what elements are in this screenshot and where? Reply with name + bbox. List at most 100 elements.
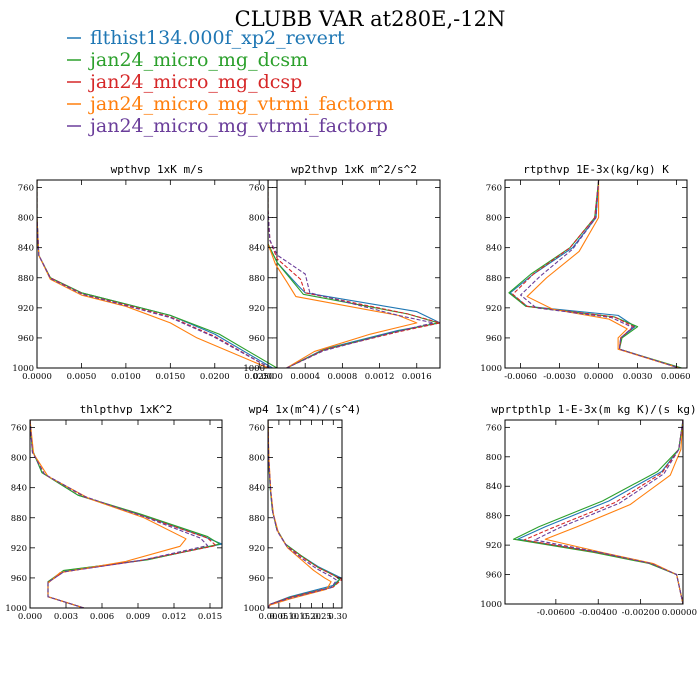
series-line (268, 420, 342, 608)
panel-6: wprtpthlp 1-E-3x(m kg K)/(s kg) 760 800 840… (480, 403, 697, 618)
legend-item: flthist134.000f_xp2_revert (67, 27, 345, 49)
x-tick-label: 0.0012 (365, 372, 395, 382)
series-group (37, 180, 277, 368)
y-tick-label: 960 (249, 334, 265, 344)
y-tick-label: 1000 (12, 364, 34, 374)
y-tick-label: 880 (486, 274, 502, 284)
panel-1: wpthvp 1xK m/s76080084088092096010000.00… (12, 163, 278, 382)
plot-frame (36, 179, 278, 369)
y-tick-label: 840 (249, 484, 265, 494)
y-tick-label: 1000 (480, 364, 502, 374)
legend-item: jan24_micro_mg_dcsm (67, 49, 308, 71)
y-tick-label: 840 (11, 484, 27, 494)
x-tick-label: 0.0000 (584, 372, 614, 382)
legend-label: flthist134.000f_xp2_revert (90, 27, 345, 49)
series-line (544, 420, 683, 604)
plot-frame (267, 179, 441, 369)
plot-frame (504, 419, 684, 605)
series-line (30, 420, 209, 608)
x-tick-label: 0.009 (126, 612, 150, 622)
x-tick-label: -0.0060 (504, 372, 537, 382)
series-line (268, 180, 435, 368)
panel-grid: wpthvp 1xK m/s76080084088092096010000.00… (5, 163, 697, 622)
x-tick-label: 0.0060 (661, 372, 691, 382)
y-tick-label: 960 (11, 574, 27, 584)
y-tick-label: 800 (249, 214, 265, 224)
x-tick-label: 0.000 (18, 612, 42, 622)
x-tick-label: 0.0050 (67, 372, 97, 382)
series-group (268, 180, 440, 368)
y-tick-label: 1000 (243, 604, 265, 614)
y-tick-label: 920 (249, 544, 265, 554)
plot-frame (504, 179, 688, 369)
series-line (30, 420, 187, 608)
panel-2: wp2thvp 1xK m^2/s^2 760 800 840 880 920 960 100… (243, 163, 441, 382)
x-tick-label: 0.30 (328, 612, 347, 622)
series-line (30, 420, 222, 608)
legend-label: jan24_micro_mg_dcsp (88, 71, 302, 93)
y-tick-label: 800 (18, 214, 34, 224)
x-tick-label: -0.0030 (543, 372, 576, 382)
series-group (268, 420, 342, 608)
series-line (268, 420, 332, 608)
x-tick-label: 0.00000 (662, 608, 697, 618)
y-tick-label: 840 (486, 244, 502, 254)
y-tick-label: 880 (486, 512, 502, 522)
y-tick-label: 960 (486, 571, 502, 581)
y-tick-label: 800 (11, 454, 27, 464)
series-group (30, 420, 222, 608)
series-line (520, 180, 680, 368)
series-line (268, 180, 418, 368)
legend-label: jan24_micro_mg_vtrmi_factorm (88, 93, 394, 115)
series-line (37, 180, 277, 368)
series-line (30, 420, 217, 608)
series-line (268, 420, 341, 608)
legend-label: jan24_micro_mg_vtrmi_factorp (88, 115, 388, 137)
y-tick-label: 760 (486, 423, 502, 433)
x-tick-label: 0.0100 (111, 372, 141, 382)
x-tick-label: 0.20 (302, 612, 321, 622)
x-tick-label: -0.00400 (579, 608, 617, 618)
series-line (526, 180, 680, 368)
series-line (508, 180, 682, 368)
y-tick-label: 800 (486, 214, 502, 224)
x-tick-label: 0.003 (54, 612, 78, 622)
x-tick-label: 0.015 (198, 612, 222, 622)
x-tick-label: 0.0200 (200, 372, 230, 382)
y-tick-label: 960 (249, 574, 265, 584)
y-tick-label: 880 (11, 514, 27, 524)
y-tick-label: 840 (486, 482, 502, 492)
x-tick-label: -0.00600 (537, 608, 575, 618)
y-tick-label: 1000 (5, 604, 27, 614)
legend-item: jan24_micro_mg_dcsp (67, 71, 302, 93)
panel-title: wp4 1x(m^4)/(s^4) (249, 403, 362, 416)
series-line (517, 420, 683, 604)
figure-title: CLUBB VAR at280E,-12N (235, 7, 506, 31)
series-line (523, 420, 683, 604)
y-tick-label: 760 (11, 424, 27, 434)
legend-item: jan24_micro_mg_vtrmi_factorm (67, 93, 394, 115)
series-line (509, 180, 680, 368)
y-tick-label: 920 (486, 541, 502, 551)
x-tick-label: 0.0030 (623, 372, 653, 382)
series-line (37, 180, 269, 368)
plot-frame (29, 419, 223, 609)
x-tick-label: 0.012 (162, 612, 186, 622)
panel-title: wpthvp 1xK m/s (111, 163, 204, 176)
x-tick-label: 0.006 (90, 612, 114, 622)
series-line (512, 180, 680, 368)
panel-title: rtpthvp 1E-3x(kg/kg) K (523, 163, 669, 176)
x-tick-label: 0.0000 (253, 372, 283, 382)
series-line (37, 180, 271, 368)
y-tick-label: 760 (486, 184, 502, 194)
y-tick-label: 760 (249, 424, 265, 434)
panel-title: wp2thvp 1xK m^2/s^2 (291, 163, 417, 176)
panel-3: rtpthvp 1E-3x(kg/kg) K 760 800 840 880 920 960… (480, 163, 690, 382)
series-line (268, 180, 440, 368)
series-line (268, 420, 342, 608)
y-tick-label: 920 (486, 304, 502, 314)
x-tick-label: 0.0000 (22, 372, 52, 382)
series-line (37, 180, 271, 368)
